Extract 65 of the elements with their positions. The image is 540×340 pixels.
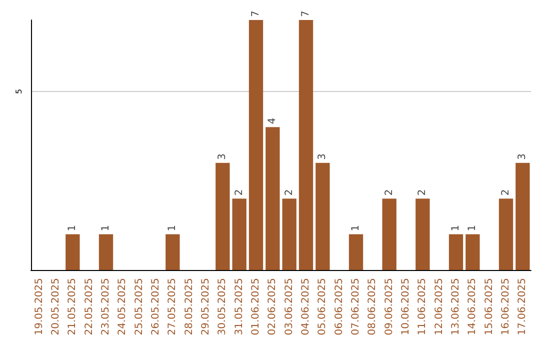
x-tick-label: 29.05.2025 [200, 278, 212, 336]
data-label: 7 [250, 10, 262, 17]
x-tick-label: 31.05.2025 [234, 278, 245, 336]
bar [248, 20, 264, 270]
data-label: 3 [517, 153, 528, 160]
y-tick-label: 5 [14, 88, 24, 94]
bar [266, 127, 280, 270]
x-tick-label: 08.06.2025 [367, 278, 378, 336]
x-tick-label: 07.06.2025 [350, 278, 362, 336]
x-tick-label: 09.06.2025 [384, 278, 395, 336]
bar [98, 234, 114, 270]
bar [316, 162, 330, 270]
x-tick-label: 01.06.2025 [250, 278, 262, 336]
x-tick-label: 12.06.2025 [434, 278, 445, 336]
bar [216, 162, 230, 270]
data-label: 3 [217, 153, 228, 160]
x-tick-label: 24.05.2025 [117, 278, 128, 336]
data-label: 2 [234, 189, 245, 196]
data-label: 2 [384, 189, 395, 196]
x-tick-label: 30.05.2025 [217, 278, 228, 336]
x-tick-label: 22.05.2025 [84, 278, 95, 336]
x-tick-label: 23.05.2025 [100, 278, 112, 336]
x-tick-label: 05.06.2025 [317, 278, 328, 336]
data-label: 2 [500, 189, 512, 196]
bar [166, 234, 180, 270]
bar [416, 198, 430, 270]
bar [516, 162, 530, 270]
data-label: 1 [67, 224, 78, 232]
x-tick-label: 16.06.2025 [500, 278, 512, 336]
x-tick-label: 25.05.2025 [134, 278, 145, 336]
bar [348, 234, 364, 270]
data-label: 7 [300, 10, 312, 17]
x-tick-label: 27.05.2025 [167, 278, 178, 336]
bar [232, 198, 246, 270]
x-tick-label: 26.05.2025 [150, 278, 162, 336]
x-tick-label: 13.06.2025 [450, 278, 462, 336]
x-tick-label: 15.06.2025 [484, 278, 495, 336]
data-label: 1 [100, 224, 112, 232]
data-label: 2 [417, 189, 428, 196]
data-label: 2 [284, 189, 295, 196]
data-label: 3 [317, 153, 328, 160]
x-tick-label: 17.06.2025 [517, 278, 528, 336]
x-tick-label: 20.05.2025 [50, 278, 62, 336]
bar [448, 234, 464, 270]
x-tick-label: 03.06.2025 [284, 278, 295, 336]
bar [282, 198, 296, 270]
x-tick-label: 04.06.2025 [300, 278, 312, 336]
x-tick-label: 02.06.2025 [267, 278, 278, 336]
x-tick-label: 14.06.2025 [467, 278, 478, 336]
x-tick-label: 28.05.2025 [184, 278, 195, 336]
x-tick-label: 11.06.2025 [417, 278, 428, 336]
bar [382, 198, 396, 270]
x-tick-label: 19.05.2025 [34, 278, 45, 336]
bar [466, 234, 480, 270]
x-tick-label: 10.06.2025 [400, 278, 412, 336]
bar [66, 234, 80, 270]
data-label: 4 [267, 118, 278, 124]
data-label: 1 [167, 224, 178, 232]
x-tick-label: 21.05.2025 [67, 278, 78, 336]
data-label: 1 [350, 224, 362, 232]
bar [298, 20, 314, 270]
x-tick-label: 06.06.2025 [334, 278, 345, 336]
data-label: 1 [450, 224, 462, 232]
data-label: 1 [467, 224, 478, 232]
bar [498, 198, 514, 270]
